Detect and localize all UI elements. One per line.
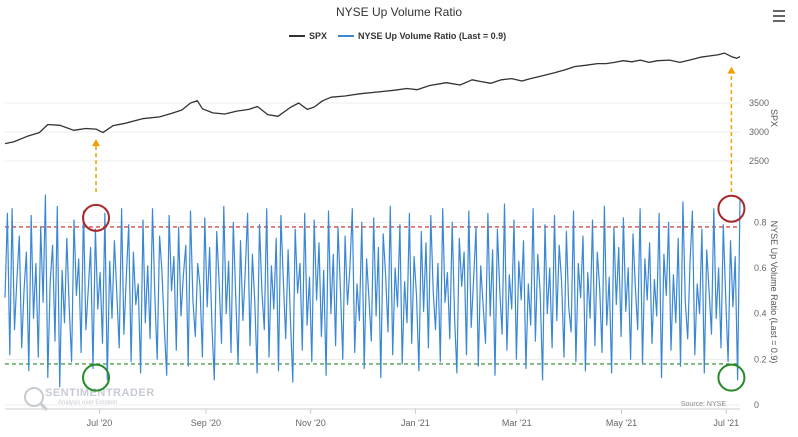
arrow-head-4: [92, 139, 101, 147]
x-tick-label: May '21: [606, 418, 637, 428]
legend-item-up-volume[interactable]: NYSE Up Volume Ratio (Last = 0.9): [338, 31, 506, 41]
ratio-tick-label: 0: [754, 400, 759, 410]
ratio-tick-label: 0.4: [754, 309, 767, 319]
reference-lines: [5, 226, 740, 365]
legend-item-spx[interactable]: SPX: [289, 31, 327, 41]
x-tick-label: Mar '21: [502, 418, 532, 428]
date-x-axis: Jul '20 Sep '20 Nov '20 Jan '21 Mar '21 May '…: [87, 409, 739, 428]
legend: SPX NYSE Up Volume Ratio (Last = 0.9): [289, 31, 506, 41]
chart-title: NYSE Up Volume Ratio: [336, 5, 462, 19]
annotation-layer: [82, 66, 746, 392]
spx-axis-title: SPX: [769, 109, 779, 127]
ratio-tick-label: 0.6: [754, 263, 767, 273]
magnifier-icon: [24, 387, 44, 407]
sentimentrader-watermark: SENTIMENTRADER Analysis over Emotion: [24, 387, 155, 412]
watermark-tagline: Analysis over Emotion: [58, 400, 117, 406]
x-tick-label: Nov '20: [296, 418, 326, 428]
spx-tick-label: 2500: [749, 156, 769, 166]
ratio-axis-title: NYSE Up Volume Ratio (Last = 0.9): [769, 221, 779, 364]
legend-label-spx: SPX: [309, 31, 327, 41]
highlight-circle-0: [82, 203, 111, 232]
hamburger-menu-icon[interactable]: [773, 10, 785, 22]
highlight-circle-3: [717, 363, 746, 392]
watermark-name: SENTIMENTRADER: [45, 387, 155, 399]
highlight-circle-1: [82, 363, 111, 392]
ratio-tick-label: 0.2: [754, 354, 767, 364]
spx-tick-label: 3500: [749, 98, 769, 108]
spx-tick-label: 3000: [749, 127, 769, 137]
highlight-circle-2: [717, 194, 746, 223]
magnifier-handle: [38, 401, 49, 412]
grid-layer: [5, 102, 740, 410]
x-tick-label: Jan '21: [401, 418, 430, 428]
x-tick-label: Jul '21: [713, 418, 739, 428]
arrow-head-5: [727, 66, 736, 74]
x-tick-label: Jul '20: [87, 418, 113, 428]
up-volume-ratio-line: [4, 194, 741, 388]
spx-y-axis: 2500 3000 3500: [749, 98, 769, 166]
source-note: Source: NYSE: [681, 401, 726, 408]
spx-line: [4, 52, 741, 145]
ratio-y-axis: 0 0.2 0.4 0.6 0.8: [754, 217, 767, 410]
series-layer: [4, 52, 741, 388]
legend-label-up-volume: NYSE Up Volume Ratio (Last = 0.9): [358, 31, 506, 41]
ratio-tick-label: 0.8: [754, 217, 767, 227]
x-tick-label: Sep '20: [191, 418, 221, 428]
